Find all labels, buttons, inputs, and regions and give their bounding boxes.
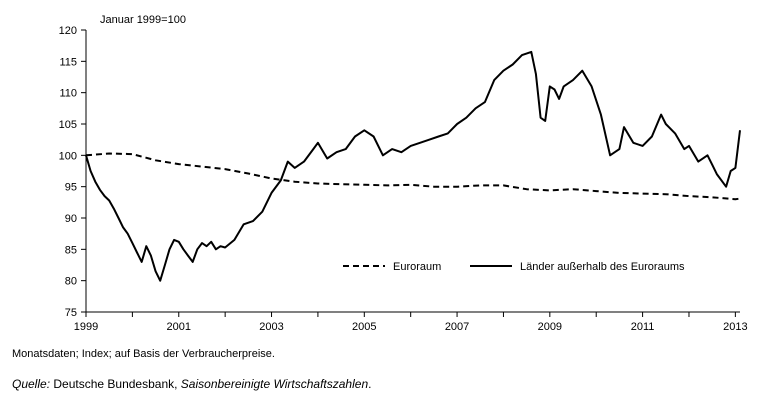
legend-label-ausserhalb: Länder außerhalb des Euroraums	[520, 261, 685, 273]
source-text: Deutsche Bundesbank,	[50, 377, 181, 391]
y-tick-label: 120	[59, 25, 77, 37]
y-axis: 75 80 85 90 95 100 105 110 115 120	[59, 25, 87, 319]
chart-subtitle: Januar 1999=100	[100, 14, 186, 26]
x-tick-label: 1999	[74, 321, 98, 333]
y-tick-label: 110	[59, 88, 77, 100]
y-tick-label: 95	[65, 182, 77, 194]
footnote: Monatsdaten; Index; auf Basis der Verbra…	[12, 348, 275, 360]
source-line: Quelle: Deutsche Bundesbank, Saisonberei…	[12, 377, 371, 391]
x-tick-label: 2005	[352, 321, 376, 333]
series-layer	[85, 50, 741, 282]
x-tick-label: 2009	[538, 321, 562, 333]
series-line-0	[85, 152, 741, 201]
source-end: .	[368, 377, 372, 391]
y-tick-label: 90	[65, 213, 77, 225]
x-axis: 1999 2001 2003 2005 2007 2009 2011 2013	[74, 311, 748, 333]
x-tick-label: 2003	[259, 321, 283, 333]
y-tick-label: 100	[59, 150, 77, 162]
x-tick-label: 2011	[631, 321, 655, 333]
y-tick-label: 85	[65, 244, 77, 256]
y-tick-label: 105	[59, 119, 77, 131]
y-tick-label: 75	[65, 307, 77, 319]
legend: Euroraum Länder außerhalb des Euroraums	[343, 261, 685, 273]
legend-label-euroraum: Euroraum	[393, 261, 441, 273]
x-tick-label: 2013	[723, 321, 747, 333]
line-chart: Januar 1999=100 75 80 85 90 95 100 105 110 115 12…	[59, 14, 748, 333]
x-tick-label: 2007	[445, 321, 469, 333]
x-tick-label: 2001	[167, 321, 191, 333]
source-label: Quelle:	[12, 377, 51, 391]
y-tick-label: 80	[65, 276, 77, 288]
source-publication: Saisonbereinigte Wirtschaftszahlen	[180, 377, 369, 391]
series-line-1	[85, 50, 741, 282]
y-tick-label: 115	[59, 56, 77, 68]
